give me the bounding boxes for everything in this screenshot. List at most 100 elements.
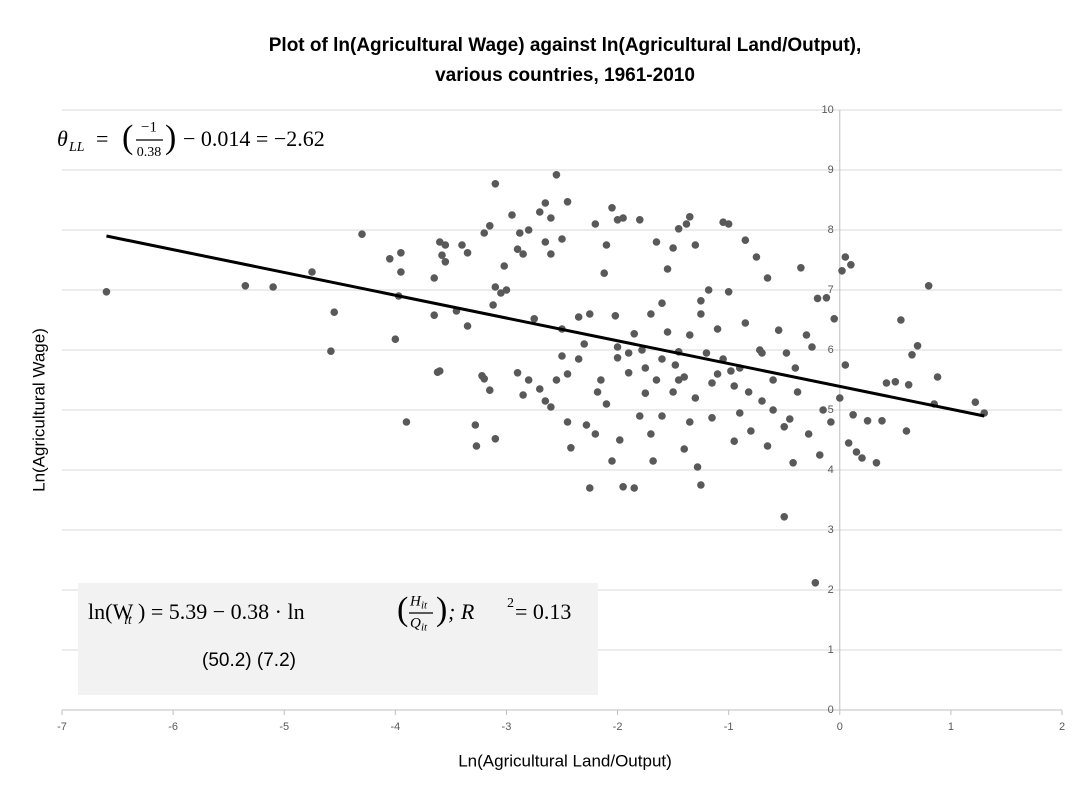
- point: [780, 513, 789, 521]
- point: [713, 325, 722, 333]
- point: [769, 376, 777, 384]
- point: [674, 376, 683, 384]
- point: [763, 442, 772, 450]
- point: [608, 204, 616, 212]
- point: [530, 315, 539, 323]
- math-text: it: [421, 600, 428, 612]
- point: [513, 369, 522, 377]
- point: [615, 436, 624, 444]
- x-tick-label: -5: [279, 721, 289, 733]
- point: [858, 454, 866, 462]
- point: [535, 208, 544, 216]
- point: [841, 253, 850, 261]
- point: [608, 457, 616, 465]
- point: [563, 418, 572, 426]
- point: [971, 398, 980, 407]
- point: [563, 198, 572, 206]
- point: [897, 316, 905, 324]
- point: [489, 301, 497, 309]
- point: [808, 343, 816, 351]
- point: [804, 430, 813, 438]
- point: [697, 310, 705, 318]
- point: [763, 274, 772, 282]
- point: [433, 368, 442, 377]
- x-tick-label: 0: [837, 721, 843, 733]
- point: [752, 253, 761, 261]
- x-axis-title: Ln(Agricultural Land/Output): [458, 751, 672, 770]
- point: [241, 282, 250, 290]
- math-text: = 0.13: [515, 599, 571, 624]
- math-text: 0.38: [137, 145, 162, 160]
- point: [797, 264, 805, 272]
- point: [624, 369, 633, 377]
- point: [652, 238, 661, 246]
- x-tick-label: 1: [948, 721, 954, 733]
- point: [863, 417, 872, 425]
- point: [680, 373, 689, 381]
- point: [724, 220, 733, 228]
- annotations: θ LL = ( −1 0.38 ) − 0.014 = −2.62 ln(W …: [57, 119, 571, 671]
- point: [472, 442, 481, 450]
- point: [780, 423, 789, 431]
- point: [685, 418, 694, 426]
- point: [515, 229, 524, 237]
- point: [908, 351, 916, 359]
- point: [547, 214, 555, 222]
- point: [580, 340, 589, 348]
- point: [647, 310, 655, 318]
- math-text: ln(W: [88, 599, 133, 624]
- math-text: =: [96, 126, 108, 151]
- point: [541, 238, 550, 246]
- point: [730, 382, 739, 390]
- math-text: −1: [141, 119, 157, 135]
- point: [624, 349, 633, 357]
- point: [593, 388, 602, 396]
- y-tick-label: 5: [828, 404, 834, 416]
- point: [330, 308, 339, 317]
- math-text: − 0.014 = −2.62: [183, 126, 325, 151]
- point: [471, 421, 480, 429]
- math-text: ) = 5.39 − 0.38 · ln: [138, 599, 305, 624]
- point: [669, 388, 677, 396]
- point: [658, 355, 666, 363]
- point: [563, 370, 572, 378]
- point: [789, 459, 797, 467]
- y-tick-label: 8: [828, 224, 834, 236]
- point: [641, 364, 650, 372]
- point: [658, 412, 666, 420]
- x-tick-label: -4: [390, 721, 400, 733]
- point: [682, 220, 691, 228]
- point: [708, 414, 716, 422]
- point: [558, 235, 566, 243]
- point: [500, 262, 509, 270]
- y-tick-label: 4: [828, 464, 834, 476]
- y-axis-title: Ln(Agricultural Wage): [29, 328, 48, 492]
- point: [735, 409, 744, 417]
- point: [882, 379, 891, 387]
- math-text: it: [124, 613, 133, 628]
- point: [822, 294, 831, 302]
- point: [397, 249, 405, 257]
- point: [591, 430, 600, 438]
- point: [635, 412, 644, 420]
- point: [811, 579, 820, 587]
- point: [552, 171, 561, 179]
- point: [849, 411, 857, 419]
- y-tick-label: 10: [822, 104, 834, 116]
- point: [619, 214, 627, 222]
- point: [782, 349, 791, 357]
- y-tick-label: 9: [828, 164, 834, 176]
- point: [541, 199, 550, 207]
- math-text: ): [436, 591, 447, 628]
- y-tick-label: 1: [828, 644, 834, 656]
- point: [708, 379, 716, 387]
- point: [685, 331, 694, 339]
- point: [630, 484, 639, 492]
- math-text: θ: [57, 126, 68, 151]
- point: [513, 245, 522, 253]
- point: [547, 403, 555, 411]
- point: [744, 388, 753, 396]
- point: [815, 451, 824, 459]
- point: [597, 376, 605, 384]
- point: [835, 394, 844, 402]
